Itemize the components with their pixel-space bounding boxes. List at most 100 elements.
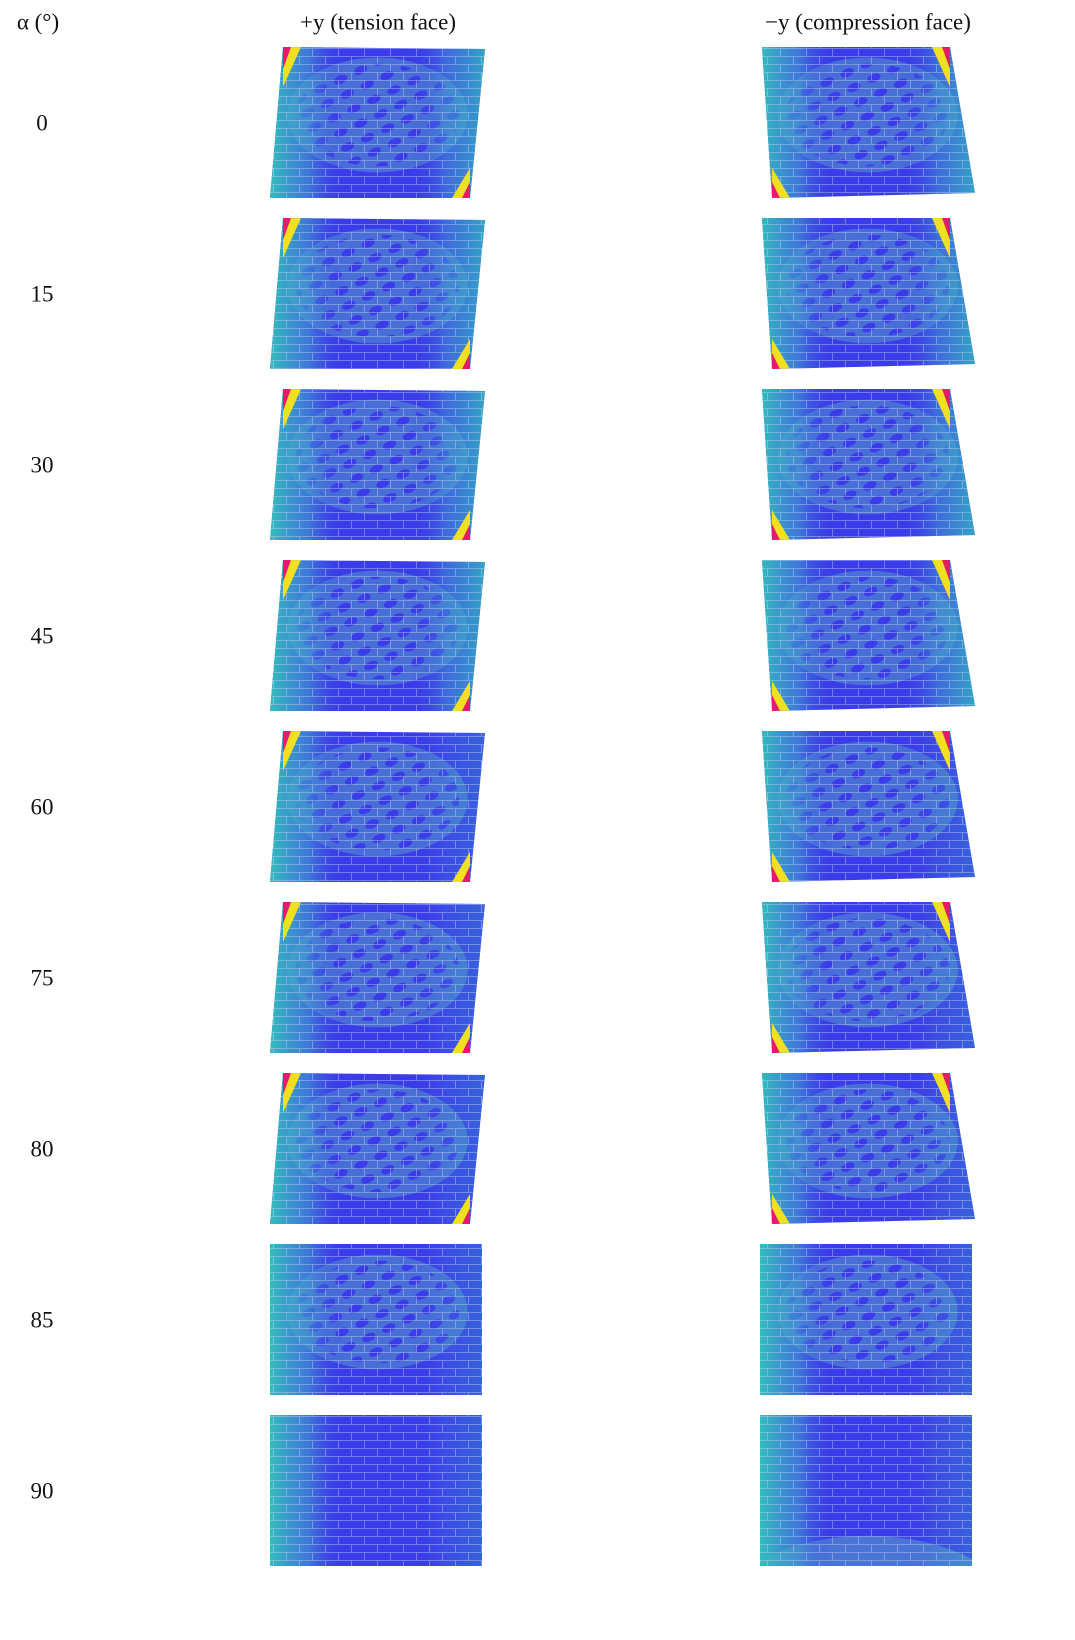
contour-plot [270, 47, 485, 198]
contour-plot [270, 1415, 482, 1566]
hot-corner [772, 339, 790, 369]
hot-corner [932, 218, 950, 258]
hot-corner [772, 524, 780, 540]
hot-corner [462, 353, 470, 369]
hot-corner [932, 902, 950, 942]
hot-corner [932, 47, 950, 87]
hot-corner [772, 168, 790, 198]
hot-corner [462, 182, 470, 198]
hot-corner [772, 510, 790, 540]
row-label: 45 [31, 623, 54, 648]
hot-corner [772, 353, 780, 369]
hot-corner [283, 1073, 291, 1095]
column-header-tension: +y (tension face) [300, 9, 456, 34]
hot-corner [772, 695, 780, 711]
brick-lines [270, 1415, 482, 1566]
brick-lines [762, 47, 975, 198]
hot-corner [452, 339, 470, 369]
contour-plot [762, 1073, 975, 1224]
brick-lines [762, 1073, 975, 1224]
hot-corner [772, 852, 790, 882]
hot-corner [283, 731, 291, 753]
row-label: 75 [31, 965, 54, 990]
contour-plot [270, 1244, 482, 1395]
hot-corner [452, 168, 470, 198]
hot-corner [283, 1073, 301, 1113]
hot-corner [283, 560, 291, 582]
brick-lines [760, 1244, 972, 1395]
hot-corner [942, 389, 950, 411]
brick-lines [762, 560, 975, 711]
row-label: 0 [36, 110, 48, 135]
contour-plot [762, 902, 975, 1053]
hot-corner [283, 560, 301, 600]
hot-corner [283, 902, 291, 924]
row-label: 85 [31, 1307, 54, 1332]
hot-corner [462, 1208, 470, 1224]
brick-lines [270, 1244, 482, 1395]
row-label: 15 [31, 281, 54, 306]
brick-lines [270, 1073, 485, 1224]
row-label: 60 [31, 794, 54, 819]
hot-corner [452, 1023, 470, 1053]
hot-corner [452, 1194, 470, 1224]
brick-lines [270, 731, 485, 882]
contour-plot [270, 560, 485, 711]
hot-corner [283, 47, 301, 87]
hot-corner [283, 389, 301, 429]
contour-plot [762, 560, 975, 711]
contour-plot [762, 731, 975, 882]
row-label: 30 [31, 452, 54, 477]
column-header-compression: −y (compression face) [765, 9, 971, 34]
brick-lines [762, 731, 975, 882]
brick-lines [760, 1415, 972, 1566]
brick-lines [270, 560, 485, 711]
hot-corner [283, 218, 291, 240]
hot-corner [283, 218, 301, 258]
hot-corner [283, 389, 291, 411]
contour-plot [762, 47, 975, 198]
column-header-alpha: α (°) [17, 9, 59, 34]
hot-corner [772, 1194, 790, 1224]
hot-corner [283, 902, 301, 942]
row-label: 90 [31, 1478, 54, 1503]
hot-corner [942, 902, 950, 924]
contour-plot [270, 389, 485, 540]
hot-corner [772, 1208, 780, 1224]
brick-lines [270, 389, 485, 540]
hot-corner [452, 681, 470, 711]
brick-lines [762, 389, 975, 540]
contour-plot [760, 1244, 972, 1395]
contour-plot [760, 1415, 972, 1566]
hot-corner [942, 47, 950, 69]
brick-lines [270, 218, 485, 369]
hot-corner [772, 681, 790, 711]
hot-corner [942, 1073, 950, 1095]
contour-plot [270, 218, 485, 369]
contour-plot [270, 902, 485, 1053]
contour-plot [762, 218, 975, 369]
hot-corner [462, 695, 470, 711]
hot-corner [462, 524, 470, 540]
hot-corner [942, 731, 950, 753]
row-label: 80 [31, 1136, 54, 1161]
hot-corner [942, 218, 950, 240]
hot-corner [462, 1037, 470, 1053]
contour-plot [762, 389, 975, 540]
hot-corner [283, 47, 291, 69]
hot-corner [932, 389, 950, 429]
brick-lines [270, 902, 485, 1053]
hot-corner [772, 866, 780, 882]
hot-corner [772, 182, 780, 198]
hot-corner [932, 731, 950, 771]
hot-corner [462, 866, 470, 882]
brick-lines [762, 218, 975, 369]
hot-corner [942, 560, 950, 582]
hot-corner [772, 1023, 790, 1053]
brick-lines [762, 902, 975, 1053]
hot-corner [452, 510, 470, 540]
hot-corner [932, 1073, 950, 1113]
hot-corner [772, 1037, 780, 1053]
hot-corner [932, 560, 950, 600]
brick-lines [270, 47, 485, 198]
